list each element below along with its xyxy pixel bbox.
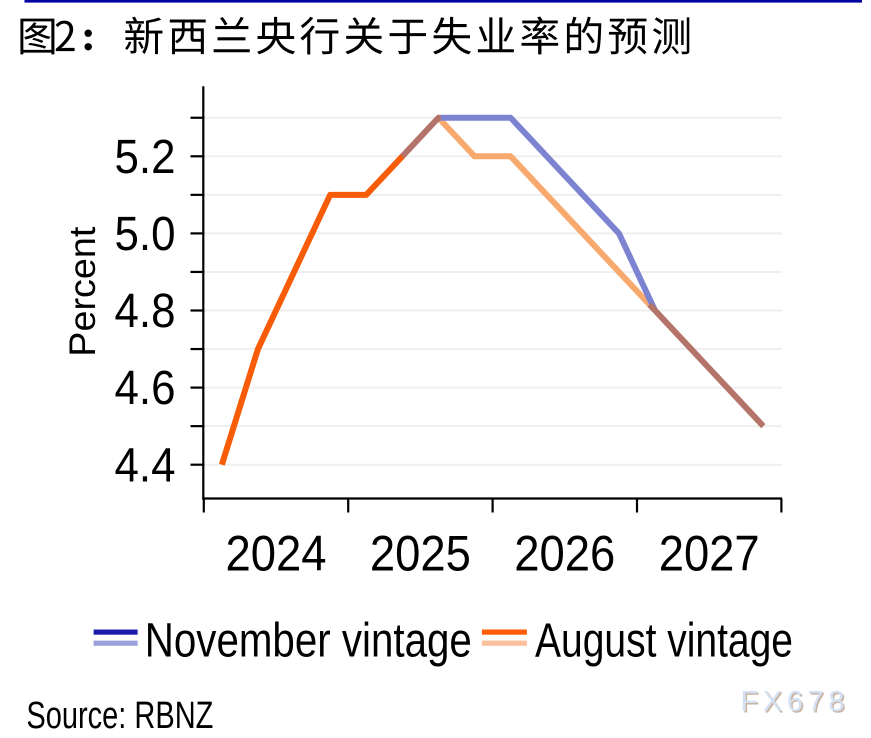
svg-text:4.4: 4.4: [115, 439, 176, 492]
svg-text:4.8: 4.8: [115, 285, 176, 338]
svg-text:2025: 2025: [370, 526, 471, 582]
svg-text:4.6: 4.6: [115, 362, 176, 415]
svg-text:Source: RBNZ: Source: RBNZ: [26, 695, 213, 737]
svg-text:5.0: 5.0: [115, 208, 176, 261]
svg-text:Percent: Percent: [62, 226, 103, 357]
svg-text:2026: 2026: [514, 526, 615, 582]
svg-text:August vintage: August vintage: [535, 615, 793, 668]
svg-text:2027: 2027: [659, 526, 760, 582]
svg-text:5.2: 5.2: [115, 131, 176, 184]
svg-text:2024: 2024: [226, 526, 327, 582]
svg-text:FX678: FX678: [741, 686, 845, 718]
svg-text:November vintage: November vintage: [145, 615, 472, 668]
